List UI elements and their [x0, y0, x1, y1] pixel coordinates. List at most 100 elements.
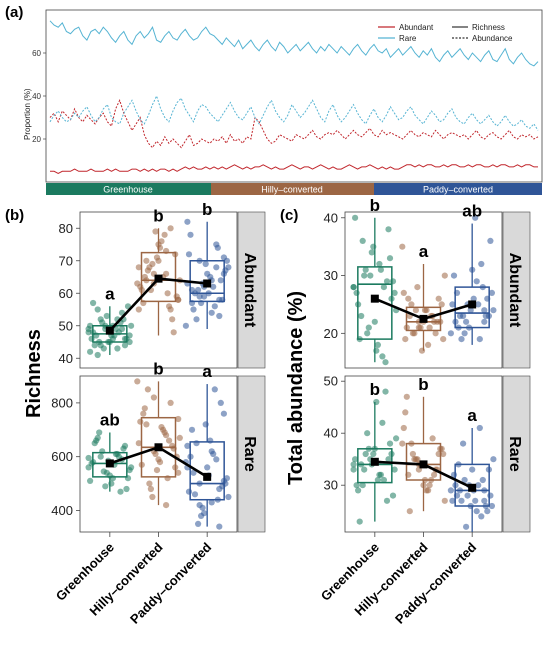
data-point [201, 293, 208, 300]
data-point [195, 520, 202, 528]
data-point [391, 466, 398, 473]
data-point [158, 424, 165, 431]
data-point [464, 492, 471, 499]
data-point [156, 244, 164, 251]
data-point [204, 270, 211, 277]
panel-c-bottom-plot: 30 40 50 b b a [324, 374, 497, 532]
data-point [202, 421, 209, 428]
data-point [176, 434, 183, 441]
data-point [400, 424, 407, 432]
data-point [359, 237, 366, 244]
data-point [356, 518, 363, 525]
panel-b-top-strip-label: Abundant [241, 253, 258, 328]
data-point [382, 359, 389, 366]
data-point [456, 312, 464, 320]
data-point [141, 405, 148, 412]
data-point [143, 257, 150, 264]
data-point [144, 386, 151, 393]
data-point [400, 289, 407, 296]
panel-a-y-title: Proportion (%) [23, 88, 32, 140]
data-point [196, 293, 203, 300]
data-point [216, 523, 223, 530]
data-point [389, 492, 397, 499]
data-point [128, 464, 135, 471]
data-point [213, 264, 220, 271]
data-point [147, 485, 154, 493]
data-point [479, 476, 486, 484]
data-point [353, 289, 360, 296]
box-iqr [357, 266, 393, 340]
data-point [169, 316, 176, 323]
significance-letter: b [202, 200, 212, 219]
panel-a-y-tick-label: 20 [32, 135, 41, 144]
data-point [458, 497, 465, 504]
significance-letter: a [105, 284, 115, 303]
data-point [164, 475, 171, 482]
data-point [117, 488, 124, 495]
y-tick-label: 50 [324, 374, 338, 389]
box-iqr [454, 286, 490, 329]
data-point [476, 424, 483, 432]
series-line-rare-abundance [49, 94, 539, 131]
data-point [217, 277, 224, 284]
panel-b-top-frame [79, 211, 238, 369]
panel-c-tag: (c) [280, 207, 298, 224]
mean-marker [468, 300, 477, 309]
data-point [374, 476, 381, 484]
panel-c-bottom: Rare 30 40 50 b b a [324, 374, 531, 533]
data-point [475, 301, 482, 308]
data-point [473, 508, 480, 515]
x-category-label: Paddy–converted [392, 539, 479, 626]
data-point [379, 419, 386, 426]
data-point [170, 329, 177, 336]
data-point [481, 318, 488, 325]
data-point [399, 243, 406, 250]
data-point [447, 487, 454, 494]
data-point [167, 225, 174, 232]
data-point [208, 499, 215, 506]
data-point [423, 487, 430, 494]
data-point [470, 295, 477, 302]
data-point [358, 312, 365, 320]
data-point [163, 502, 170, 509]
significance-letter: ab [462, 202, 482, 221]
data-point [406, 508, 413, 515]
data-point [94, 351, 101, 359]
panel-b-bottom-plot: 400 600 800 ab b a [51, 359, 232, 530]
data-point [188, 426, 196, 433]
data-point [359, 482, 366, 489]
data-point [364, 430, 371, 437]
data-point [367, 272, 374, 279]
data-point [175, 415, 182, 423]
data-point [463, 523, 470, 530]
mean-marker [370, 294, 379, 303]
significance-letter: b [370, 380, 380, 399]
data-point [361, 272, 368, 279]
box-iqr [140, 251, 177, 303]
data-point [175, 296, 182, 303]
data-point [472, 214, 479, 221]
data-point [134, 280, 141, 287]
data-point [214, 244, 221, 251]
data-point [124, 475, 132, 482]
y-tick-label: 40 [324, 426, 338, 441]
data-point [449, 497, 456, 504]
data-point [135, 306, 142, 313]
data-point [364, 330, 371, 337]
panel-c-bottom-strip-label: Rare [506, 436, 523, 472]
data-point [376, 260, 383, 268]
data-point [208, 309, 215, 316]
data-point [193, 440, 200, 447]
panel-c-top: Abundant 20 30 40 b a ab [324, 196, 531, 369]
data-point [213, 456, 220, 463]
panel-b-y-title: Richness [23, 329, 45, 418]
data-point [223, 475, 230, 482]
data-point [478, 260, 485, 268]
y-tick-label: 70 [59, 253, 73, 268]
data-point [475, 482, 482, 489]
panel-c-bottom-strip [502, 375, 531, 533]
legend-richness-label: Richness [472, 23, 505, 32]
significance-letter: ab [100, 410, 120, 429]
data-point [85, 329, 92, 336]
y-tick-label: 30 [324, 268, 338, 283]
